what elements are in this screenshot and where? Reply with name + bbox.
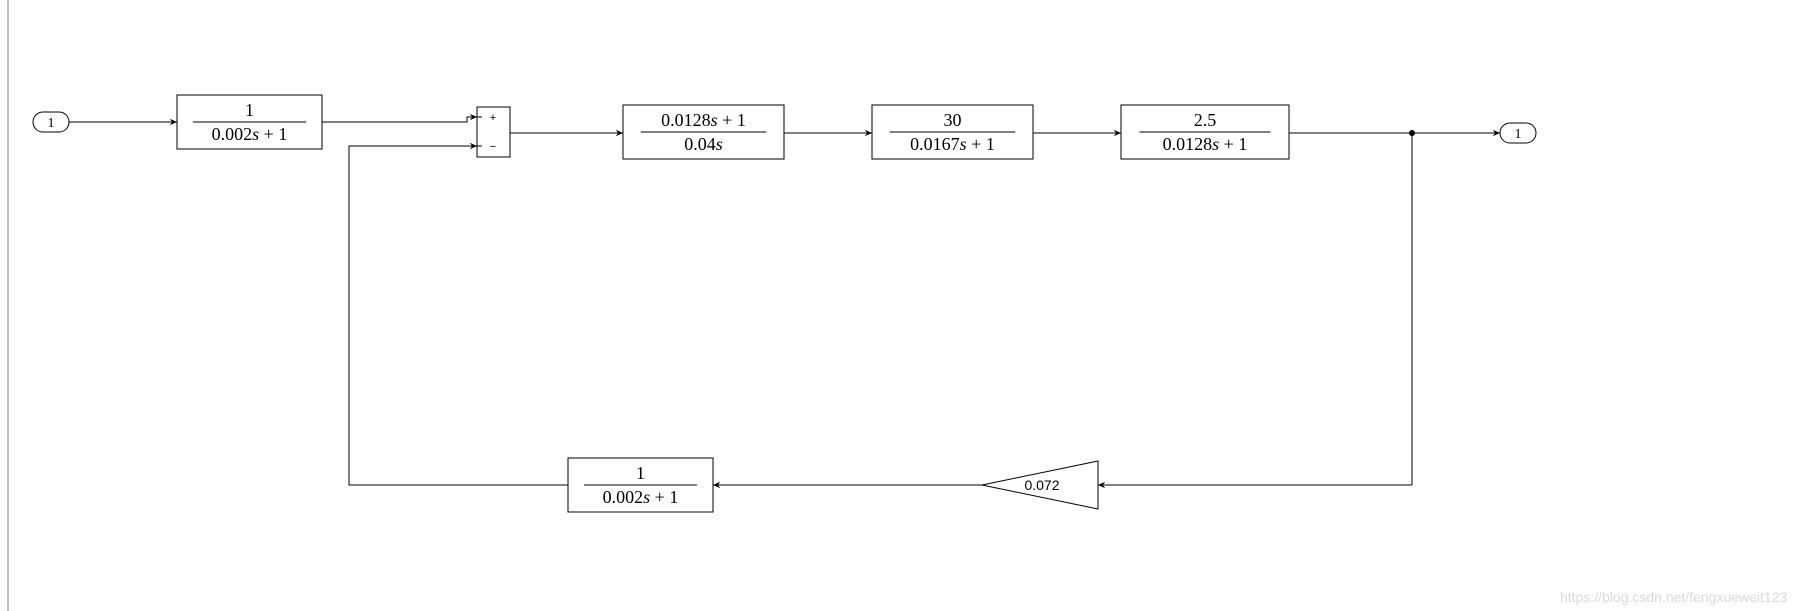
transfer-fcn-tf3: 30 0.0167s + 1 — [872, 105, 1033, 159]
transfer-fcn-tf2-den: 0.04s — [684, 134, 723, 154]
wire-tf5-sum — [349, 146, 568, 485]
transfer-fcn-tf5: 1 0.002s + 1 — [568, 458, 713, 512]
transfer-fcn-tf3-num: 30 — [944, 110, 962, 130]
transfer-fcn-tf5-num: 1 — [636, 463, 645, 483]
transfer-fcn-tf4-num: 2.5 — [1194, 110, 1217, 130]
transfer-fcn-tf2-num: 0.0128s + 1 — [661, 110, 746, 130]
transfer-fcn-tf4-den: 0.0128s + 1 — [1163, 134, 1248, 154]
sum-minus: − — [490, 141, 496, 153]
transfer-fcn-tf4: 2.5 0.0128s + 1 — [1121, 105, 1289, 159]
gain-label: 0.072 — [1024, 477, 1059, 493]
transfer-fcn-tf1: 1 0.002s + 1 — [177, 95, 322, 149]
inport: 1 — [33, 112, 69, 132]
watermark-text: https://blog.csdn.net/fengxueweit123 — [1560, 589, 1787, 605]
transfer-fcn-tf2: 0.0128s + 1 0.04s — [623, 105, 784, 159]
wire-tf1-sum — [322, 117, 477, 122]
transfer-fcn-tf1-den: 0.002s + 1 — [212, 124, 288, 144]
gain-block: 0.072 — [982, 461, 1098, 509]
inport-label: 1 — [48, 116, 55, 131]
transfer-fcn-tf1-num: 1 — [245, 100, 254, 120]
transfer-fcn-tf3-den: 0.0167s + 1 — [910, 134, 995, 154]
outport: 1 — [1500, 123, 1536, 143]
transfer-fcn-tf5-den: 0.002s + 1 — [603, 487, 679, 507]
outport-label: 1 — [1515, 127, 1522, 142]
sum-plus: + — [490, 112, 496, 124]
